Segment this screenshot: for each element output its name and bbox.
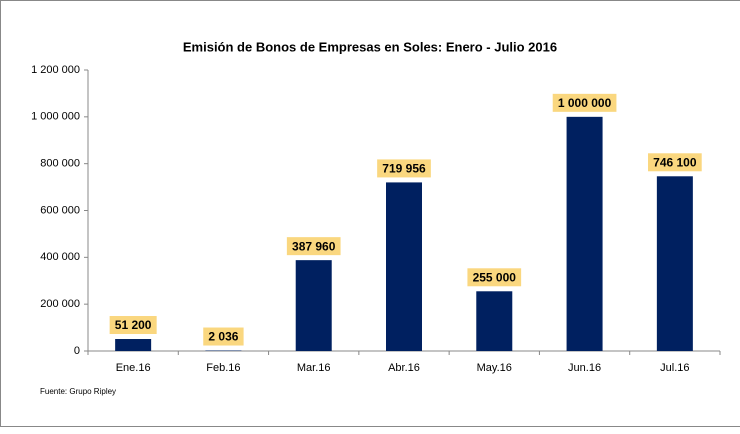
value-label: 2 036 — [208, 330, 238, 344]
value-label-bg — [552, 93, 617, 112]
x-tick-label: Jun.16 — [568, 362, 601, 374]
value-label-bg — [203, 327, 244, 346]
x-tick-label: Jul.16 — [660, 362, 689, 374]
y-tick-label: 0 — [74, 345, 80, 357]
x-tick-label: Feb.16 — [206, 362, 240, 374]
value-label-bg — [377, 159, 431, 178]
value-label: 255 000 — [473, 270, 517, 284]
value-label: 387 960 — [292, 239, 336, 253]
y-tick-label: 200 000 — [40, 298, 80, 310]
value-label-bg — [467, 268, 522, 287]
y-tick-label: 1 200 000 — [31, 64, 80, 76]
bar — [115, 339, 152, 351]
x-tick-label: Ene.16 — [116, 362, 151, 374]
bar — [386, 182, 422, 351]
x-tick-label: May.16 — [477, 362, 512, 374]
y-tick-label: 400 000 — [40, 251, 80, 263]
bar — [476, 291, 513, 351]
value-label: 746 100 — [653, 155, 697, 169]
value-label: 1 000 000 — [558, 96, 612, 110]
x-tick-label: Mar.16 — [297, 362, 331, 374]
source-note: Fuente: Grupo Ripley — [40, 387, 116, 396]
bar — [566, 116, 603, 351]
value-label-bg — [109, 316, 157, 335]
y-tick-label: 600 000 — [40, 204, 80, 216]
bar — [295, 260, 332, 351]
bar — [656, 176, 693, 351]
x-tick-label: Abr.16 — [388, 362, 420, 374]
value-label-bg — [648, 153, 702, 172]
chart-title: Emisión de Bonos de Empresas en Soles: E… — [183, 39, 557, 54]
y-tick-label: 1 000 000 — [31, 111, 80, 123]
value-label: 51 200 — [115, 318, 152, 332]
value-label: 719 956 — [382, 162, 426, 176]
y-tick-label: 800 000 — [40, 158, 80, 170]
value-label-bg — [286, 237, 341, 256]
